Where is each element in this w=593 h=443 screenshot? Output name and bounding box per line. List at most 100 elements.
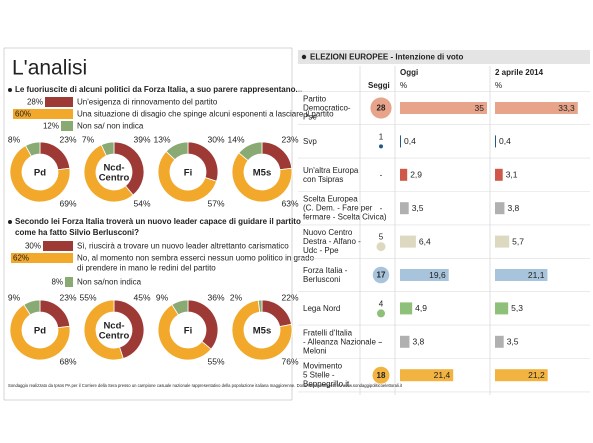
party-name-line: fermare - Scelta Civica) — [303, 213, 387, 222]
seat-label: 18 — [377, 371, 386, 380]
donut-name-line: Ncd- — [103, 320, 124, 331]
question-line: Secondo lei Forza Italia troverà un nuov… — [15, 217, 301, 226]
donut-segment — [83, 144, 134, 203]
donut-label: 9% — [8, 292, 21, 302]
donut-segment — [23, 299, 41, 316]
column-header: 2 aprile 2014 — [495, 68, 544, 77]
vote-label: 0,4 — [404, 136, 416, 146]
answer-text-line: Un'esigenza di rinnovamento del partito — [77, 98, 218, 107]
donut-segment — [238, 141, 263, 162]
donut-label: 23% — [59, 292, 76, 302]
answer-value: 8% — [51, 278, 63, 287]
answer-text: No, al momento non sembra esserci nessun… — [77, 254, 315, 273]
donut-label: 8% — [8, 134, 21, 144]
panel-title: L'analisi — [12, 57, 87, 80]
party-name-line: (C. Dem. - Fare per — [303, 204, 373, 213]
donut-label: 36% — [207, 292, 224, 302]
donut-name-line: Fi — [184, 167, 192, 178]
vote-bar — [400, 335, 410, 348]
donut-segment — [231, 152, 293, 203]
answer-value: 30% — [25, 242, 41, 251]
donut-name-line: Pd — [34, 167, 46, 178]
vote-bar — [400, 102, 487, 114]
donut-label: 69% — [59, 198, 76, 208]
answer-text-line: No, al momento non sembra esserci nessun… — [77, 254, 315, 263]
donut-name: Fi — [184, 167, 192, 178]
donut-label: 68% — [59, 356, 76, 366]
donut-label: 54% — [133, 198, 150, 208]
donut-segment — [231, 299, 293, 361]
seats-header: Seggi — [368, 81, 390, 90]
party-name-line: Nuovo Centro — [303, 228, 353, 237]
donut-segment — [9, 145, 71, 203]
question-line: Le fuoriuscite di alcuni politici da For… — [15, 85, 302, 94]
vote-label: 21,2 — [528, 370, 545, 380]
donut-label: 14% — [227, 134, 244, 144]
donut-name: M5s — [253, 325, 271, 336]
party-name-line: Democratico- — [303, 104, 351, 113]
vote-bar — [400, 135, 401, 148]
donut-label: 13% — [153, 134, 170, 144]
bullet — [8, 88, 12, 92]
question: Secondo lei Forza Italia troverà un nuov… — [15, 217, 301, 237]
seat-circle — [372, 266, 390, 284]
donut-name-line: Pd — [34, 325, 46, 336]
party-name: Nuovo Centro Destra - Alfano -Udc - Ppe — [303, 228, 361, 255]
donut-name: Pd — [34, 167, 46, 178]
vote-bar — [495, 202, 505, 215]
party-name: Svp — [303, 137, 317, 146]
seat-label: 17 — [377, 271, 386, 280]
answer-text: Non sa/ non indica — [77, 122, 144, 131]
party-name: Forza Italia -Berlusconi — [303, 266, 348, 284]
answer-text: Non sa/non indica — [77, 278, 142, 287]
answer-value: 62% — [13, 254, 29, 263]
answer-text: Sì, riuscirà a trovare un nuovo leader a… — [77, 242, 289, 251]
party-name: Scelta Europea (C. Dem. - Fare per fermare… — [303, 195, 387, 222]
party-name: Un'altra Europa con Tsipras — [303, 166, 359, 184]
donut-name: M5s — [253, 167, 271, 178]
party-name-line: Pse — [303, 113, 317, 122]
donut-name-line: Fi — [184, 325, 192, 336]
party-name-line: 5 Stelle - — [303, 371, 335, 380]
donut-segment — [25, 141, 41, 157]
party-name-line: Movimento — [303, 362, 343, 371]
party-name-line: - Alleanza Nazionale - — [303, 337, 381, 346]
seat-circle — [379, 144, 383, 149]
party-name: Fratelli d'Italia - Alleanza Nazionale -M… — [303, 328, 381, 355]
donut-label: 39% — [133, 134, 150, 144]
donut-name: Ncd-Centro — [99, 320, 130, 341]
donut-segment — [257, 299, 263, 313]
donut-name: Pd — [34, 325, 46, 336]
donut-label: 55% — [79, 292, 96, 302]
donut-name-line: M5s — [253, 167, 271, 178]
donut-name-line: Centro — [99, 172, 130, 183]
donut-label: 45% — [133, 292, 150, 302]
party-name-line: Destra - Alfano - — [303, 237, 361, 246]
answer-bar — [65, 277, 73, 287]
vote-label: 2,9 — [410, 170, 422, 180]
answer-text-line: Non sa/ non indica — [77, 122, 144, 131]
vote-bar — [495, 168, 503, 181]
vote-bar — [400, 235, 416, 248]
answer-bar — [45, 97, 73, 107]
question-line: come ha fatto Silvio Berlusconi? — [15, 228, 139, 237]
donut-label: 9% — [156, 292, 169, 302]
answer-bar — [43, 241, 73, 251]
seat-label: 4 — [379, 300, 384, 309]
party-name-line: Svp — [303, 137, 317, 146]
party-name-line: Beppegrillo.it — [303, 380, 350, 389]
party-name: Movimento 5 Stelle -Beppegrillo.it — [303, 362, 350, 389]
donut-segment — [100, 141, 115, 157]
donut-segment — [9, 304, 71, 361]
vote-bar — [495, 335, 504, 348]
donut-segment — [83, 299, 124, 361]
donut-label: 2% — [230, 292, 243, 302]
party-name-line: Lega Nord — [303, 304, 340, 313]
vote-bar — [400, 302, 413, 315]
seat-label: 5 — [379, 233, 384, 242]
column-header: Oggi — [400, 68, 418, 77]
bullet — [8, 220, 12, 224]
vote-label: 5,7 — [512, 236, 524, 246]
column-unit: % — [400, 81, 407, 90]
